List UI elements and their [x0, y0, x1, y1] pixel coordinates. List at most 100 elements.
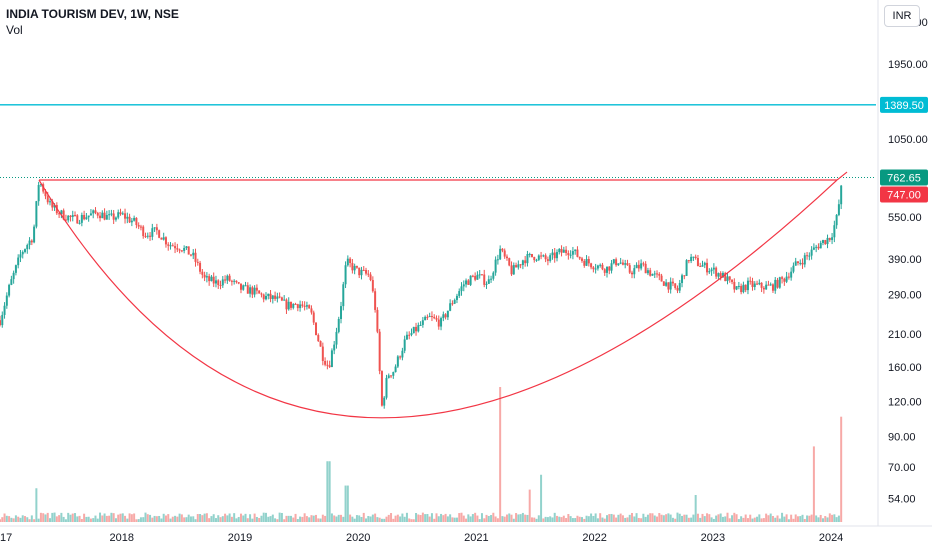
volume-bar — [292, 517, 295, 522]
volume-bar — [658, 513, 661, 522]
candle-body — [703, 262, 706, 266]
candle-body — [119, 212, 122, 215]
candle-body — [665, 282, 668, 286]
volume-bar — [358, 515, 361, 522]
volume-bar — [101, 515, 104, 522]
price-tick-label: 54.00 — [888, 493, 916, 505]
time-axis[interactable]: 17 2018 2019 2020 2021 2022 2023 2024 — [0, 532, 843, 544]
candle-body — [530, 253, 533, 257]
volume-label[interactable]: Vol — [6, 23, 23, 37]
volume-bar — [199, 514, 202, 522]
volume-bar — [696, 513, 699, 522]
candle-body — [255, 287, 258, 291]
volume-bar — [776, 515, 779, 522]
candle-body — [533, 256, 536, 261]
candle-body — [258, 290, 261, 294]
volume-bar — [308, 517, 311, 522]
volume-bar — [794, 514, 797, 522]
candle-body — [787, 276, 790, 278]
candle-body — [153, 227, 156, 229]
candle-body — [544, 255, 547, 260]
candle-body — [267, 293, 270, 296]
candle-body — [108, 214, 111, 216]
volume-bar — [78, 515, 81, 522]
volume-bar — [455, 517, 458, 522]
volume-bar — [421, 512, 424, 522]
volume-bar — [574, 518, 577, 522]
candle-body — [121, 213, 124, 215]
volume-bar — [214, 518, 217, 522]
volume-bar — [544, 516, 547, 522]
candle-body — [590, 263, 593, 268]
volume-bar — [785, 514, 788, 522]
volume-bar — [760, 518, 763, 522]
candle-body — [587, 258, 590, 264]
candle-body — [430, 316, 433, 318]
volume-bar — [396, 514, 399, 522]
candle-body — [28, 240, 31, 246]
volume-bar — [235, 518, 238, 522]
candle-body — [676, 287, 679, 291]
time-tick-label: 2023 — [701, 532, 725, 544]
volume-bar — [628, 514, 631, 522]
candle-body — [840, 185, 843, 205]
time-tick-label: 2022 — [582, 532, 606, 544]
symbol-title[interactable]: INDIA TOURISM DEV, 1W, NSE — [6, 7, 179, 21]
candle-body — [653, 273, 656, 275]
volume-bar — [483, 518, 486, 522]
volume-bar — [703, 516, 706, 522]
candle-body — [376, 309, 379, 332]
candle-body — [390, 375, 393, 377]
volume-bar — [437, 516, 440, 522]
volume-bar — [833, 514, 836, 522]
candle-body — [396, 356, 399, 367]
candle-body — [599, 264, 602, 266]
volume-bar — [412, 519, 415, 522]
volume-bar — [371, 514, 374, 522]
volume-bar — [521, 512, 524, 522]
candle-body — [619, 262, 622, 264]
candle-body — [644, 263, 647, 274]
volume-bar — [812, 446, 815, 522]
volume-bar — [117, 514, 120, 522]
volume-bar — [399, 516, 402, 522]
candle-body — [328, 365, 331, 368]
candle-body — [699, 265, 702, 267]
pattern-price-badge-label: 747.00 — [887, 190, 921, 202]
candle-body — [610, 263, 613, 271]
candle-body — [746, 280, 749, 291]
cup-curve[interactable] — [38, 179, 838, 419]
volume-bar — [771, 516, 774, 522]
volume-bar — [578, 516, 581, 522]
volume-bar — [783, 516, 786, 522]
candle-body — [517, 264, 520, 268]
candle-body — [465, 280, 468, 285]
candle-body — [251, 287, 254, 295]
volume-bar — [624, 517, 627, 522]
volume-bar — [205, 513, 208, 522]
candle-body — [201, 271, 204, 275]
candle-body — [790, 271, 793, 278]
volume-bar — [30, 515, 33, 522]
price-axis[interactable]: 2750.001950.001050.00550.00390.00290.002… — [888, 17, 928, 505]
volume-bar — [344, 485, 347, 522]
candle-body — [228, 275, 231, 281]
volume-bar — [596, 518, 599, 522]
candle-body — [53, 205, 56, 208]
candle-body — [230, 280, 233, 282]
volume-bar — [508, 513, 511, 522]
candle-body — [694, 256, 697, 259]
candle-body — [803, 255, 806, 265]
candle-body — [594, 268, 597, 270]
candle-body — [392, 372, 395, 376]
candle-body — [315, 322, 318, 336]
candle-body — [176, 248, 179, 250]
candle-body — [578, 256, 581, 259]
currency-button[interactable]: INR — [884, 5, 920, 27]
volume-bar — [135, 519, 138, 522]
candle-body — [583, 260, 586, 266]
volume-bar — [515, 513, 518, 522]
candle-body — [340, 306, 343, 320]
volume-bar — [460, 512, 463, 522]
